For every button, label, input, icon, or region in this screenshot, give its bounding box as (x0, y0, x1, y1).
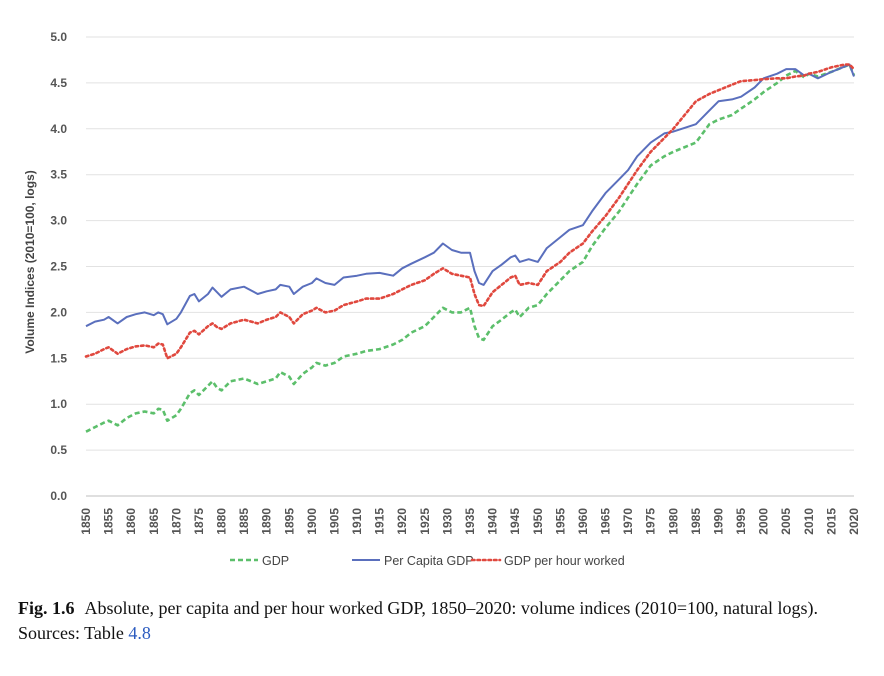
x-tick-label: 1975 (644, 508, 658, 535)
x-tick-label: 1885 (237, 508, 251, 535)
x-tick-label: 1980 (666, 508, 680, 535)
legend-label: GDP per hour worked (504, 554, 625, 568)
series-lines (84, 63, 856, 433)
x-tick-label: 1935 (463, 508, 477, 535)
figure-number: Fig. 1.6 (18, 598, 75, 618)
y-tick-label: 4.0 (50, 122, 67, 136)
y-tick-label: 3.5 (50, 168, 67, 182)
y-axis-ticks: 0.0 0.5 1.0 1.5 2.0 2.5 3.0 3.5 4.0 4.5 5.0 (50, 30, 67, 503)
x-tick-label: 1870 (169, 508, 183, 535)
x-tick-label: 1920 (395, 508, 409, 535)
x-tick-label: 1925 (418, 508, 432, 535)
x-tick-label: 1970 (621, 508, 635, 535)
x-tick-label: 1875 (192, 508, 206, 535)
y-tick-label: 2.0 (50, 305, 67, 319)
series-line-1 (85, 63, 855, 328)
y-tick-label: 5.0 (50, 30, 67, 44)
x-tick-label: 1910 (350, 508, 364, 535)
y-tick-label: 0.5 (50, 443, 67, 457)
legend-label: GDP (262, 554, 289, 568)
x-tick-label: 2000 (757, 508, 771, 535)
x-tick-label: 2005 (779, 508, 793, 535)
x-tick-label: 1995 (734, 508, 748, 535)
x-tick-label: 1915 (373, 508, 387, 535)
y-tick-label: 0.0 (50, 489, 67, 503)
x-tick-label: 1985 (689, 508, 703, 535)
y-tick-label: 4.5 (50, 76, 67, 90)
figure-caption: Fig. 1.6 Absolute, per capita and per hou… (18, 596, 868, 646)
y-tick-label: 3.0 (50, 214, 67, 228)
x-axis-ticks: 1850 1855 1860 1865 1870 1875 1880 1885 1890 1895… (79, 508, 861, 535)
series-line-2 (84, 63, 856, 360)
y-axis-label: Volume Indices (2010=100, logs) (23, 170, 37, 354)
x-tick-label: 1905 (327, 508, 341, 535)
x-tick-label: 1855 (102, 508, 116, 535)
table-reference-link[interactable]: 4.8 (128, 623, 151, 643)
series-line-0 (85, 63, 856, 433)
x-tick-label: 1950 (531, 508, 545, 535)
y-tick-label: 1.5 (50, 351, 67, 365)
x-tick-label: 1860 (124, 508, 138, 535)
x-tick-label: 2020 (847, 508, 861, 535)
y-tick-label: 1.0 (50, 397, 67, 411)
line-chart: 0.00.51.01.52.02.53.03.54.04.55.0 1850 18… (23, 30, 861, 568)
x-tick-label: 1960 (576, 508, 590, 535)
legend-label: Per Capita GDP (384, 554, 474, 568)
x-tick-label: 2010 (802, 508, 816, 535)
x-tick-label: 1865 (147, 508, 161, 535)
x-tick-label: 1850 (79, 508, 93, 535)
x-tick-label: 1930 (440, 508, 454, 535)
x-tick-label: 2015 (824, 508, 838, 535)
gridlines (86, 36, 854, 497)
legend: GDP Per Capita GDP GDP per hour worked (230, 554, 625, 568)
x-tick-label: 1900 (305, 508, 319, 535)
x-tick-label: 1990 (711, 508, 725, 535)
x-tick-label: 1895 (282, 508, 296, 535)
caption-text: Absolute, per capita and per hour worked… (18, 598, 819, 643)
x-tick-label: 1945 (508, 508, 522, 535)
x-tick-label: 1955 (553, 508, 567, 535)
x-tick-label: 1940 (486, 508, 500, 535)
x-tick-label: 1890 (260, 508, 274, 535)
x-tick-label: 1880 (215, 508, 229, 535)
y-tick-label: 2.5 (50, 260, 67, 274)
x-tick-label: 1965 (599, 508, 613, 535)
